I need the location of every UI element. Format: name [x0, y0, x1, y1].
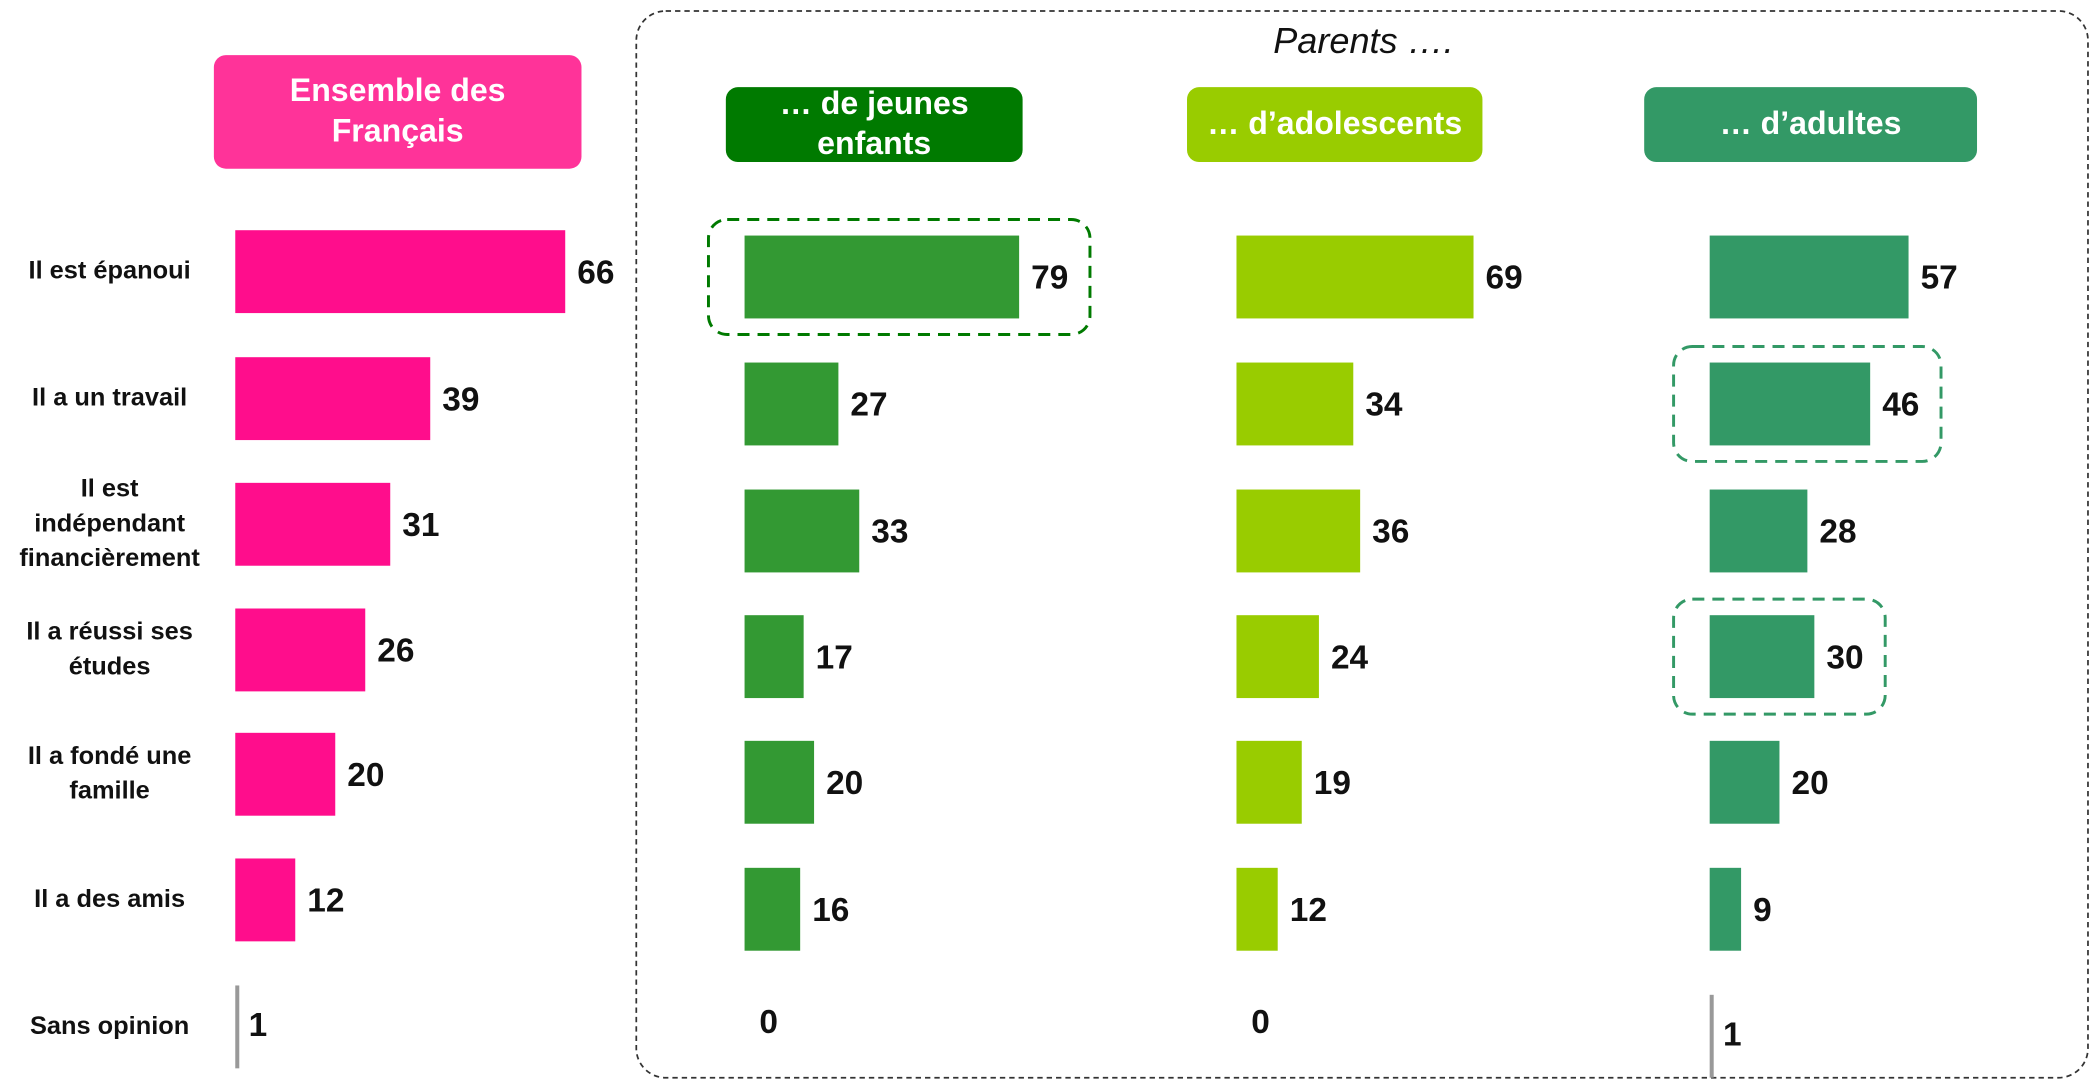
value-label: 0	[1251, 1004, 1270, 1041]
category-label: Il a réussi ses études	[26, 617, 192, 680]
value-label: 20	[347, 757, 384, 794]
bar	[235, 482, 391, 566]
value-label: 30	[1826, 639, 1863, 676]
bar	[1709, 994, 1714, 1078]
header-title: Ensemble des Français	[290, 73, 506, 149]
bar	[744, 615, 804, 699]
value-label: 46	[1882, 386, 1919, 423]
value-label: 39	[442, 381, 479, 418]
category-label: Il a un travail	[32, 383, 187, 411]
category-label: Il est épanoui	[29, 256, 191, 284]
value-label: 24	[1331, 639, 1369, 676]
value-label: 33	[871, 513, 908, 550]
bar	[1236, 235, 1474, 319]
category-label: Il est indépendant financièrement	[19, 474, 200, 572]
parents-frame	[635, 10, 2089, 1079]
bar	[1709, 489, 1808, 573]
bar	[235, 357, 431, 441]
bar	[235, 608, 366, 692]
value-label: 66	[577, 254, 614, 291]
bar	[744, 235, 1020, 319]
header-box	[1644, 87, 1978, 163]
bar	[235, 858, 296, 942]
bar	[1709, 362, 1871, 446]
value-label: 36	[1372, 513, 1409, 550]
header-box	[725, 87, 1023, 163]
bar	[235, 732, 336, 816]
value-label: 57	[1921, 259, 1958, 296]
value-label: 20	[1791, 765, 1828, 802]
value-label: 1	[249, 1007, 268, 1044]
bar	[1236, 489, 1361, 573]
header-title: … de jeunes enfants	[780, 85, 969, 161]
bar	[744, 867, 801, 951]
value-label: 17	[816, 639, 853, 676]
group-title: Parents ….	[1273, 20, 1453, 61]
value-label: 69	[1486, 259, 1523, 296]
bar	[1709, 235, 1909, 319]
category-label: Il a fondé une famille	[28, 742, 192, 805]
bar	[1236, 740, 1302, 824]
header-box	[1187, 87, 1483, 163]
bar	[744, 489, 860, 573]
value-label: 9	[1753, 892, 1772, 929]
bar	[1709, 740, 1780, 824]
bar	[235, 230, 566, 314]
value-label: 12	[307, 882, 344, 919]
value-label: 31	[402, 507, 439, 544]
bar	[1709, 615, 1815, 699]
bar	[744, 362, 839, 446]
value-label: 1	[1723, 1016, 1742, 1053]
bar	[1236, 615, 1319, 699]
value-label: 19	[1314, 765, 1351, 802]
highlight-box	[1672, 597, 1887, 716]
category-label: Il a des amis	[34, 885, 185, 913]
header-title: … d’adultes	[1720, 105, 1902, 141]
bar	[1709, 867, 1742, 951]
value-label: 28	[1819, 513, 1856, 550]
bar	[1236, 867, 1278, 951]
value-label: 20	[826, 765, 863, 802]
value-label: 79	[1031, 259, 1068, 296]
value-label: 12	[1290, 892, 1327, 929]
value-label: 26	[377, 632, 414, 669]
value-label: 0	[759, 1004, 778, 1041]
category-label: Sans opinion	[30, 1012, 189, 1040]
value-label: 27	[850, 386, 887, 423]
bar	[235, 985, 240, 1069]
highlight-box	[706, 218, 1092, 336]
bar	[744, 740, 815, 824]
value-label: 16	[812, 892, 849, 929]
header-title: … d’adolescents	[1207, 105, 1462, 141]
highlight-box	[1672, 345, 1943, 463]
bar	[1236, 362, 1354, 446]
value-label: 34	[1365, 386, 1403, 423]
header-box	[213, 55, 582, 169]
